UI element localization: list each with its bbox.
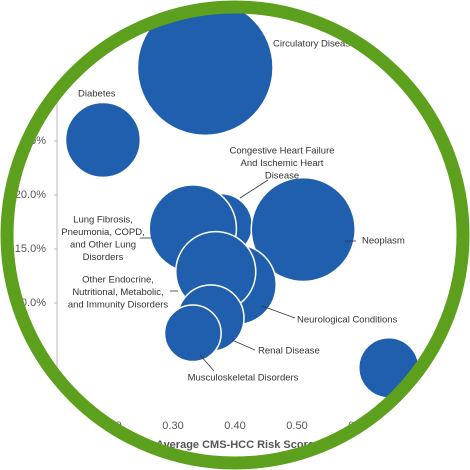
bubble-label: and Immunity Disorders <box>68 300 169 311</box>
bubble <box>163 304 222 363</box>
leader-line <box>199 354 215 372</box>
x-axis-title: Average CMS-HCC Risk Score <box>156 439 314 451</box>
bubble-label: And Ischemic Heart <box>241 158 324 169</box>
bubble-label: Disorders <box>83 252 124 263</box>
bubble-label: Lung Fibrosis, <box>73 215 133 226</box>
bubble-label: Nutritional, Metabolic, <box>72 287 163 298</box>
bubble-label: Pneumonia, COPD, <box>61 227 144 238</box>
bubble <box>250 176 356 283</box>
leader-line <box>231 339 256 351</box>
leader-line <box>239 179 269 199</box>
bubble <box>136 13 274 137</box>
y-tick-label: 15.0% <box>15 243 46 255</box>
bubble-label: Musculoskeletal Disorders <box>188 373 299 384</box>
bubble <box>64 101 142 179</box>
bubble-label: Congestive Heart Failure <box>229 146 334 157</box>
x-tick-label: 0.40 <box>224 420 245 432</box>
x-tick-label: 0.30 <box>162 420 183 432</box>
bubble-label: Disease <box>265 171 299 182</box>
bubble-label: Neurological Conditions <box>297 315 398 326</box>
bubble-label: Neoplasm <box>362 236 405 247</box>
y-tick-label: 20.0% <box>15 189 46 201</box>
plot-area: Average CMS-HCC Risk Score 10.0%15.0%20.… <box>15 13 420 451</box>
bubble-label: Renal Disease <box>258 346 320 357</box>
bubble-label: and Other Lung <box>70 240 136 251</box>
leader-line <box>261 305 296 319</box>
bubble-label: Circulatory Disease <box>273 39 355 50</box>
x-tick-label: 0.50 <box>286 420 307 432</box>
bubble-label: Diabetes <box>78 89 116 100</box>
bubble-label: Other Endocrine, <box>82 275 154 286</box>
